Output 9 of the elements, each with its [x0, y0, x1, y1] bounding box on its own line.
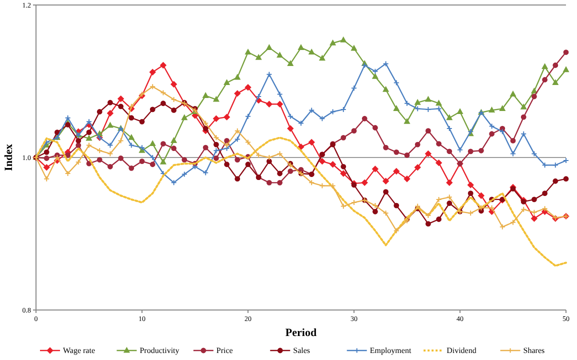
legend-label: Wage rate	[63, 346, 96, 355]
legend-label: Shares	[523, 346, 545, 355]
legend-label: Price	[216, 346, 234, 355]
legend-label: Employment	[370, 346, 412, 355]
legend-label: Sales	[293, 346, 310, 355]
legend-label: Dividend	[446, 346, 476, 355]
x-axis-title: Period	[285, 327, 317, 339]
y-axis-title: Index	[3, 144, 15, 171]
legend-label: Productivity	[140, 346, 180, 355]
